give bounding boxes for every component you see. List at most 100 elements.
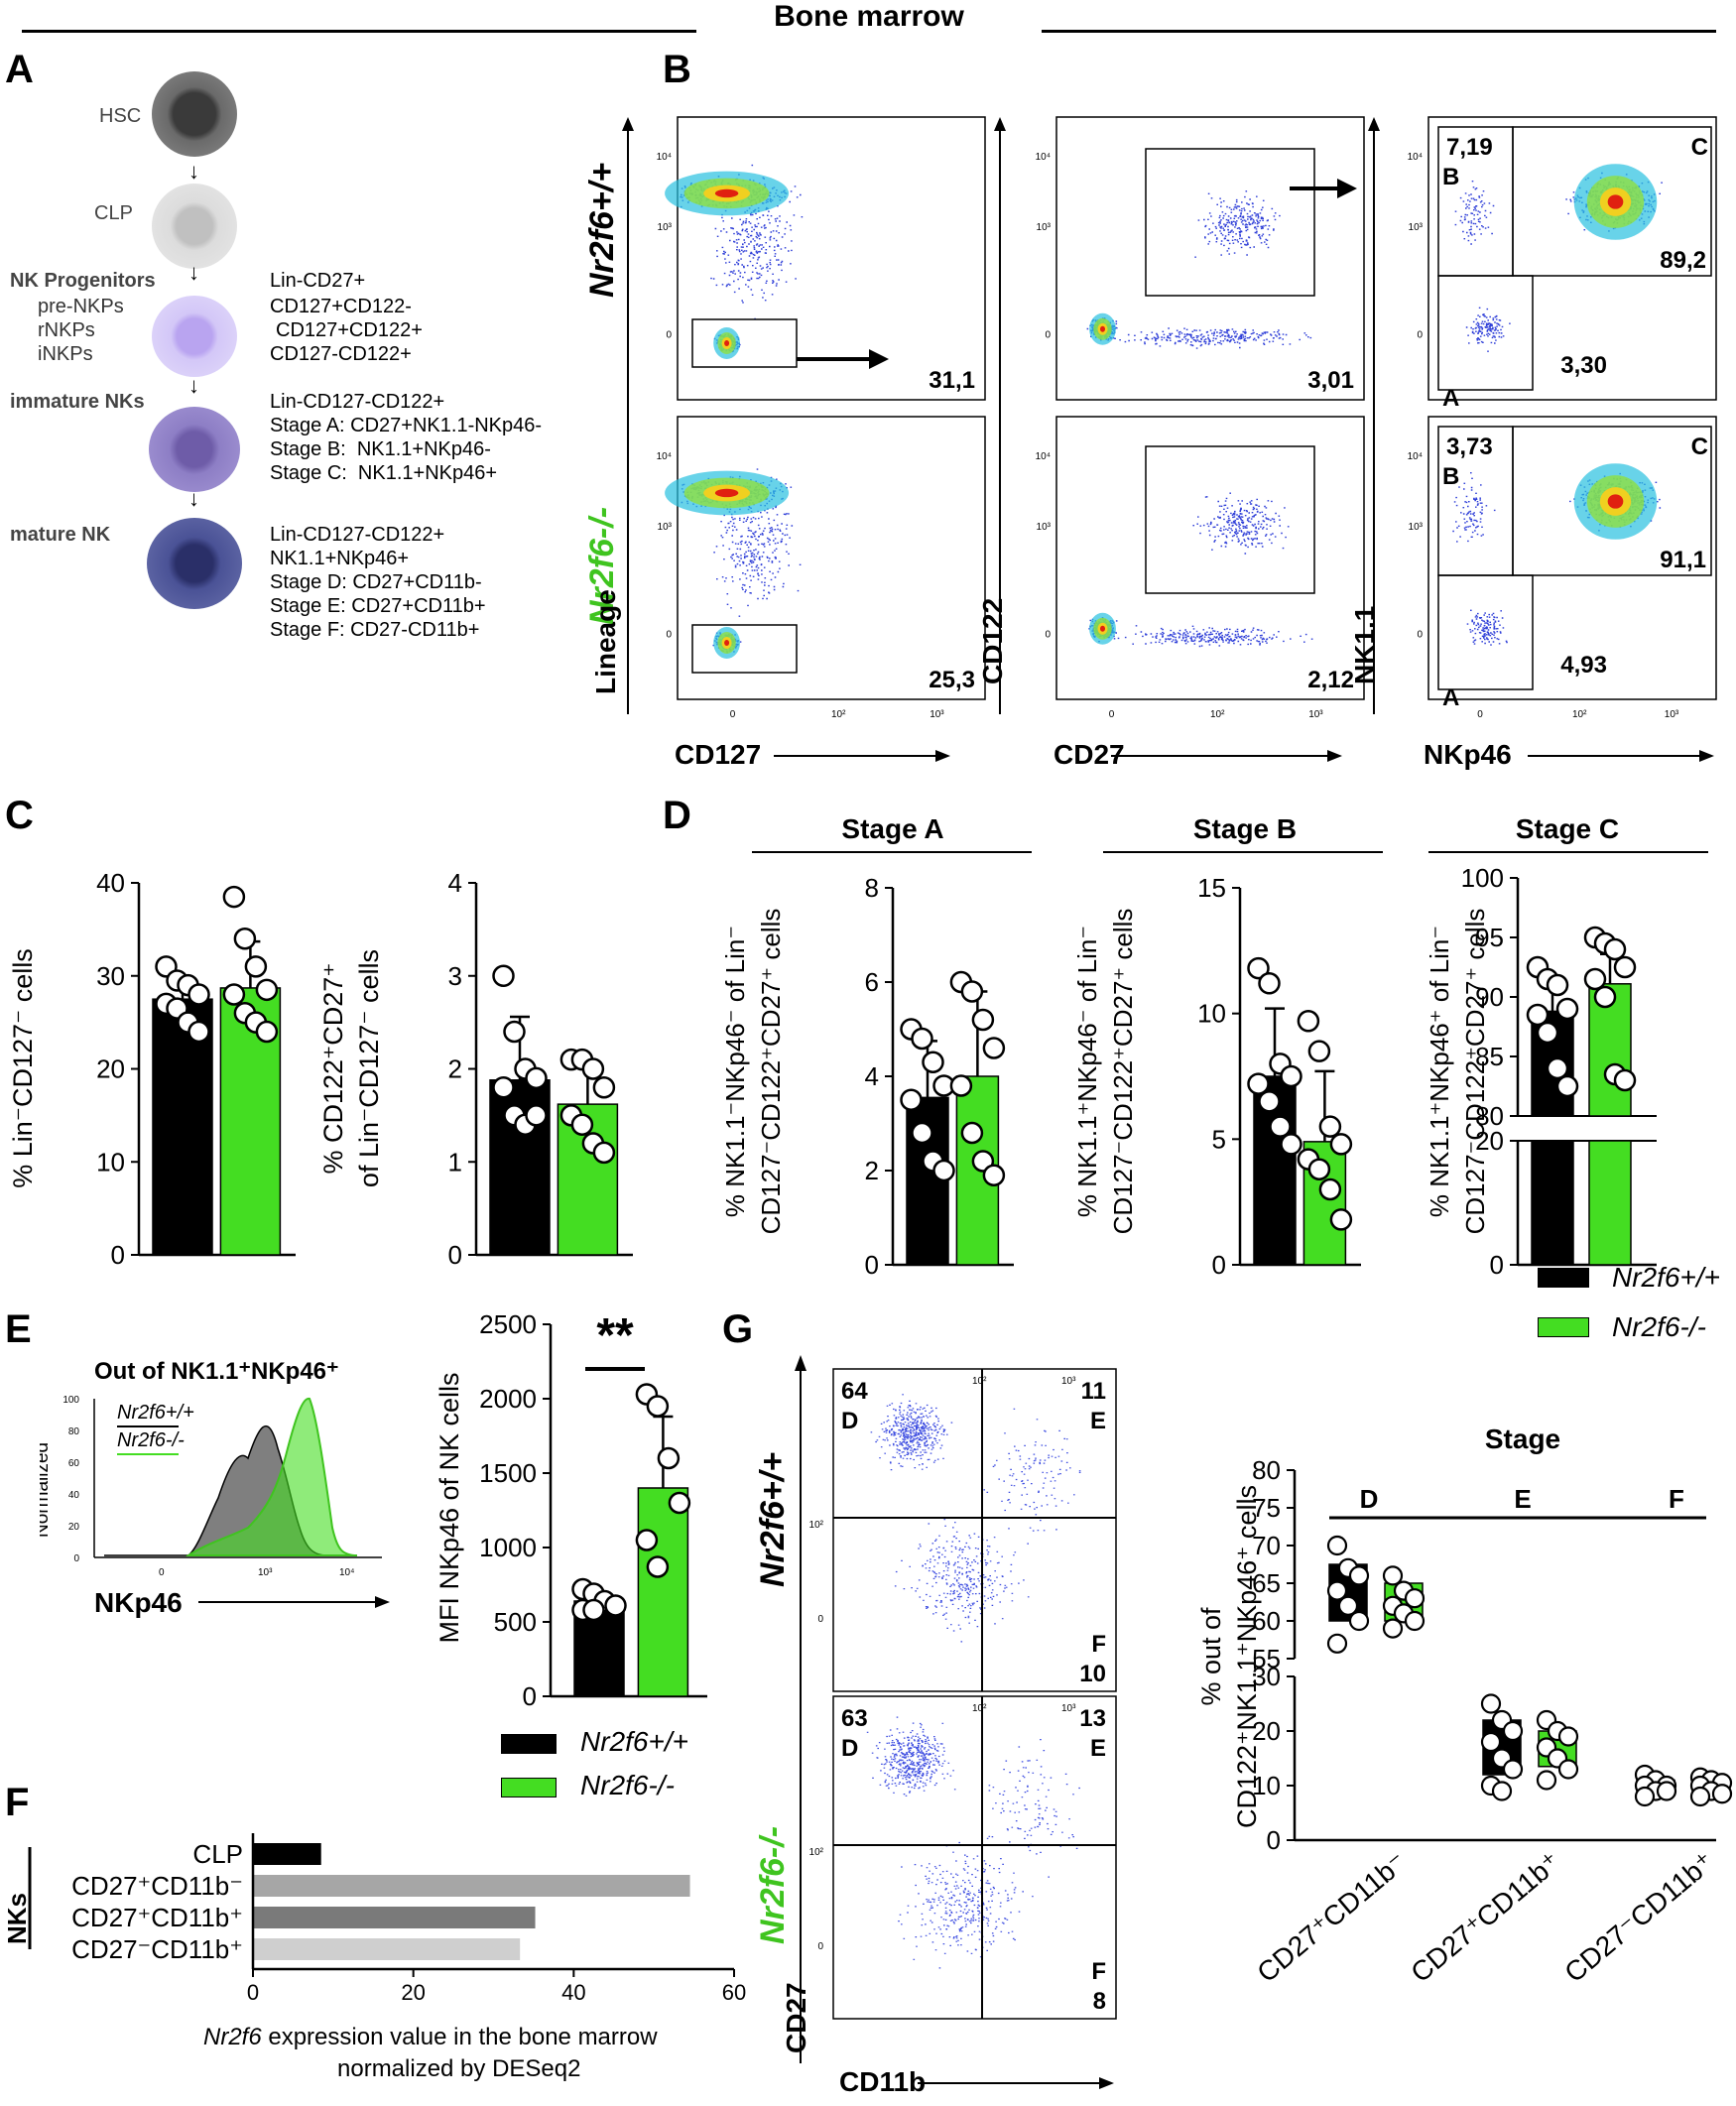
- data-point: [900, 1088, 923, 1111]
- y-tick-label: 6: [865, 967, 879, 997]
- figure-title: Bone marrow: [774, 0, 964, 33]
- tick-label: 10³: [1037, 522, 1052, 533]
- data-point: [911, 1121, 933, 1145]
- hist-ytick: 20: [68, 1522, 80, 1533]
- y-tick-label: 4: [865, 1061, 879, 1091]
- data-point: [1382, 1618, 1404, 1639]
- g-genotype-ko: Nr2f6-/-: [754, 1826, 792, 1944]
- stage-letter: E: [1514, 1484, 1531, 1514]
- gate-percentage: 7,19: [1446, 134, 1493, 161]
- progenitor-desc-2: CD127+CD122-: [270, 296, 412, 317]
- gate-percentage: 3,01: [1307, 367, 1354, 394]
- y-tick-label: 30: [1252, 1662, 1281, 1691]
- mature-desc-5: Stage F: CD27-CD11b+: [270, 619, 480, 641]
- bar-ko: [637, 1487, 689, 1697]
- bar: [253, 1907, 536, 1928]
- tick-label: 10³: [1061, 1703, 1076, 1714]
- y-tick-label: 500: [494, 1607, 537, 1637]
- legend-wt-swatch: [501, 1734, 557, 1754]
- data-point: [960, 1121, 984, 1145]
- panel-label-b: B: [663, 48, 691, 91]
- tick-label: 10²: [1572, 709, 1587, 720]
- y-tick-label: 0: [111, 1240, 125, 1270]
- quadrant-letter: D: [841, 1735, 858, 1762]
- data-point: [1348, 1610, 1370, 1632]
- data-point: [1326, 1580, 1348, 1601]
- data-point: [1536, 1021, 1559, 1045]
- legend-wt-label: Nr2f6+/+: [1612, 1262, 1720, 1293]
- panel-label-d: D: [663, 794, 691, 837]
- panel-f-xlabel: Nr2f6 expression value in the bone marro…: [203, 2024, 658, 2051]
- data-point: [255, 1020, 279, 1044]
- gate-percentage: 4,93: [1560, 652, 1607, 679]
- data-point: [668, 1491, 691, 1515]
- data-point: [960, 980, 984, 1003]
- gate-letter: A: [1442, 385, 1459, 412]
- gate-box: [1145, 445, 1315, 594]
- data-point: [1502, 1720, 1524, 1742]
- flow-events: [870, 1394, 1081, 1643]
- data-point: [1318, 1177, 1342, 1201]
- c1-ylabel: % Lin⁻CD127⁻ cells: [8, 948, 38, 1188]
- data-point: [1329, 1133, 1353, 1156]
- tick-label: 10²: [809, 1520, 824, 1531]
- category-label: CD27⁺CD11b⁻: [71, 1871, 243, 1901]
- flow-plot-frame: [832, 1368, 1117, 1692]
- mature-desc-2: NK1.1+NKp46+: [270, 548, 410, 569]
- tick-label: 10⁴: [1036, 152, 1051, 163]
- data-point: [1480, 1731, 1502, 1753]
- data-point: [1546, 1056, 1569, 1080]
- legend-ko-label: Nr2f6-/-: [580, 1770, 675, 1800]
- plot2-xlabel: CD27: [1054, 739, 1125, 770]
- legend-ko-label: Nr2f6-/-: [1612, 1311, 1706, 1342]
- y-tick-label: 4: [448, 868, 462, 898]
- y-tick-label: 1: [448, 1147, 462, 1177]
- density-core: [1607, 494, 1624, 509]
- legend-wt-swatch: [1538, 1268, 1589, 1288]
- stage-a-rule: [752, 851, 1032, 853]
- x-tick-label: 40: [561, 1980, 585, 2004]
- data-point: [1307, 1158, 1331, 1180]
- data-point: [1348, 1565, 1370, 1586]
- tick-label: 10²: [972, 1703, 987, 1714]
- y-tick-label: 0: [1212, 1250, 1226, 1280]
- tick-label: 0: [666, 329, 672, 340]
- flow-plot-frame: [1427, 116, 1717, 401]
- data-point: [1297, 1010, 1320, 1033]
- data-point: [1689, 1786, 1711, 1807]
- gate-box: [1512, 126, 1712, 277]
- g-ylabel: CD27: [781, 1982, 811, 2053]
- gate-letter: B: [1442, 463, 1459, 490]
- c2-ylabel: % CD122⁺CD27⁺ of Lin⁻CD127⁻ cells: [318, 949, 384, 1187]
- plot1-ylabel: Lineage: [590, 589, 621, 694]
- g-xlabel: CD11b: [839, 2066, 926, 2097]
- data-point: [1480, 1693, 1502, 1714]
- data-point: [525, 1066, 548, 1090]
- data-point: [1258, 1090, 1281, 1113]
- g-genotype-wt: Nr2f6+/+: [754, 1452, 792, 1587]
- tick-label: 10³: [1037, 222, 1052, 233]
- panel-label-f: F: [5, 1781, 30, 1824]
- data-point: [233, 928, 257, 950]
- x-tick-label: 20: [401, 1980, 425, 2004]
- tick-label: 0: [817, 1614, 823, 1625]
- data-point: [582, 1598, 605, 1622]
- tick-label: 10³: [1409, 222, 1424, 233]
- panel-f-xlabel-rest: expression value in the bone marrow: [261, 2024, 658, 2050]
- tick-label: 10²: [809, 1847, 824, 1858]
- quadrant-percentage: 63: [841, 1705, 868, 1732]
- y-tick-label: 10: [1197, 999, 1226, 1029]
- data-point: [971, 1008, 995, 1032]
- gate-arrow-head: [1337, 179, 1357, 198]
- density-core: [1099, 325, 1106, 332]
- hist-ytick: 0: [73, 1553, 79, 1564]
- category-label: CD27⁻CD11b⁺: [1558, 1846, 1720, 1988]
- y-tick-label: 2: [865, 1156, 879, 1185]
- legend-ko-swatch: [1538, 1317, 1589, 1337]
- data-point: [1269, 1115, 1292, 1138]
- data-point: [222, 983, 246, 1006]
- quadrant-percentage: 11: [1081, 1378, 1106, 1405]
- gate-percentage: 91,1: [1660, 547, 1706, 573]
- quadrant-letter: D: [841, 1408, 858, 1434]
- y-tick-label: 55: [1252, 1644, 1281, 1673]
